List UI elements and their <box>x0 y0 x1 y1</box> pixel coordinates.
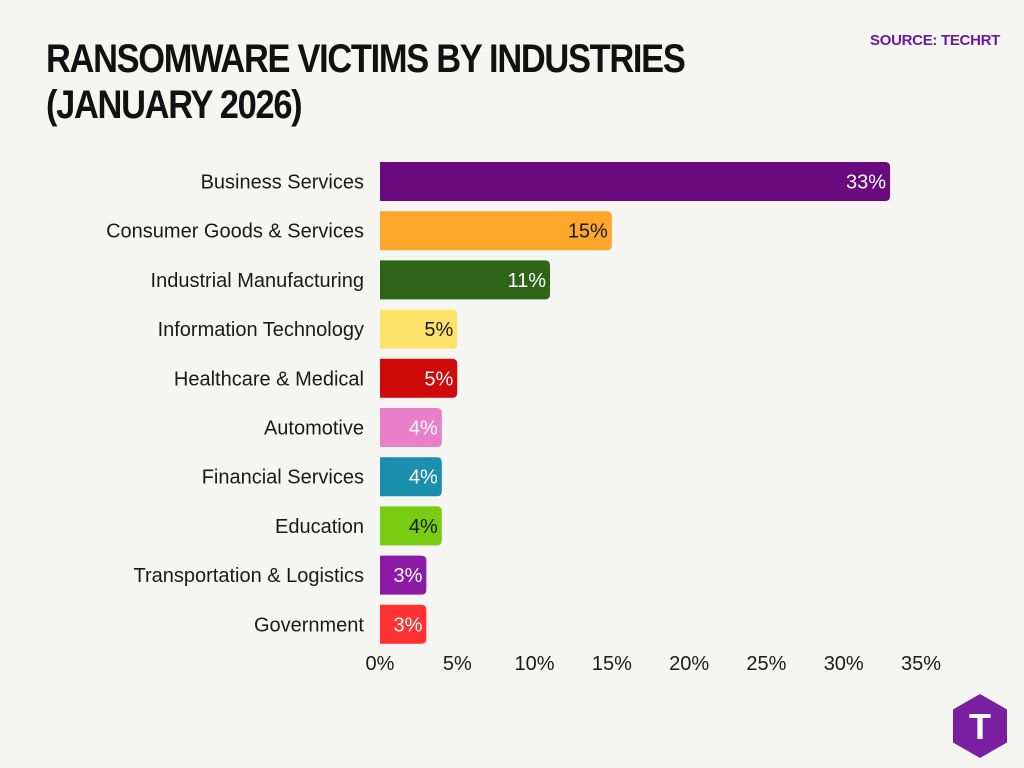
category-label-government: Government <box>254 614 364 636</box>
data-label-government: 3% <box>393 614 422 636</box>
category-label-financial-services: Financial Services <box>202 467 364 489</box>
data-label-transportation-and-logistics: 3% <box>393 565 422 587</box>
x-tick-label-25: 25% <box>746 653 786 675</box>
category-label-automotive: Automotive <box>264 418 364 440</box>
x-tick-label-30: 30% <box>824 653 864 675</box>
chart-title-line-1: RANSOMWARE VICTIMS BY INDUSTRIES <box>46 37 686 81</box>
category-label-consumer-goods-and-services: Consumer Goods & Services <box>106 221 364 243</box>
x-tick-label-15: 15% <box>592 653 632 675</box>
techrt-hexagon-logo-icon: T <box>953 694 1007 758</box>
category-label-education: Education <box>275 516 364 538</box>
source-label: SOURCE: TECHRT <box>870 32 1000 49</box>
x-tick-label-35: 35% <box>901 653 941 675</box>
bar-healthcare-and-medical <box>380 358 458 398</box>
bar-industrial-manufacturing <box>380 260 551 300</box>
bar-information-technology <box>380 309 458 349</box>
data-label-automotive: 4% <box>409 418 438 440</box>
category-labels: Business Services Consumer Goods & Servic… <box>106 172 364 637</box>
chart-title: RANSOMWARE VICTIMS BY INDUSTRIES (JANUAR… <box>46 36 700 128</box>
data-label-information-technology: 5% <box>424 319 453 341</box>
bar-government <box>380 604 427 644</box>
data-label-consumer-goods-and-services: 15% <box>568 221 608 243</box>
data-label-education: 4% <box>409 516 438 538</box>
chart-title-line-2: (JANUARY 2026) <box>46 83 303 127</box>
x-tick-label-10: 10% <box>515 653 555 675</box>
data-label-industrial-manufacturing: 11% <box>507 270 546 292</box>
x-tick-label-0: 0% <box>366 653 395 675</box>
x-tick-label-5: 5% <box>443 653 472 675</box>
bar-business-services <box>380 162 891 201</box>
category-label-industrial-manufacturing: Industrial Manufacturing <box>151 270 364 292</box>
logo-letter: T <box>969 706 991 747</box>
bar-automotive <box>380 408 442 447</box>
bar-consumer-goods-and-services <box>380 211 612 251</box>
data-label-healthcare-and-medical: 5% <box>424 368 453 390</box>
bars <box>380 162 891 644</box>
category-label-healthcare-and-medical: Healthcare & Medical <box>174 368 364 390</box>
logo-hexagon <box>953 694 1007 758</box>
data-labels: 33% 15% 11% 5% 5% 4% 4% 4% 3% 3% <box>393 172 886 637</box>
bar-education <box>380 506 442 546</box>
x-axis-tick-labels: 0% 5% 10% 15% 20% 25% 30% 35% <box>366 653 942 675</box>
category-label-information-technology: Information Technology <box>158 319 364 341</box>
data-label-business-services: 33% <box>846 172 886 194</box>
category-label-business-services: Business Services <box>201 172 364 194</box>
category-label-transportation-and-logistics: Transportation & Logistics <box>134 565 364 587</box>
bar-financial-services <box>380 457 442 497</box>
data-label-financial-services: 4% <box>409 467 438 489</box>
x-tick-label-20: 20% <box>669 653 709 675</box>
bar-transportation-and-logistics <box>380 555 427 595</box>
